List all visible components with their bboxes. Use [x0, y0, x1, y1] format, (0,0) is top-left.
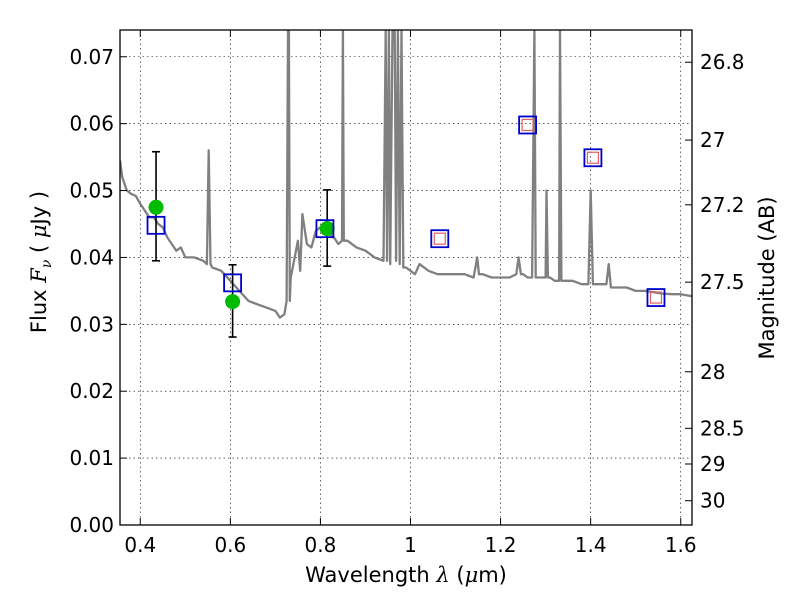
upper-limit-square	[586, 151, 600, 164]
y-axis-label-text: Flux	[27, 283, 51, 333]
y-axis-mu-symbol: μ	[27, 224, 51, 238]
x-tick-label: 1.2	[485, 533, 517, 557]
y-tick-label: 0.00	[69, 513, 114, 537]
x-axis-unit-open: (	[450, 563, 465, 587]
y-axis-F-symbol: F	[27, 267, 51, 284]
y-tick-label: 0.06	[69, 112, 114, 136]
right-tick-label: 27.2	[700, 193, 745, 217]
y-axis-label: Flux Fν ( μJy )	[27, 191, 55, 333]
model-flux-square	[146, 215, 166, 235]
x-tick-label: 1	[404, 533, 417, 557]
spectrum-line	[120, 30, 692, 319]
y-tick-label: 0.02	[69, 379, 114, 403]
model-flux-square	[518, 115, 538, 135]
x-axis-label-text: Wavelength	[305, 563, 436, 587]
right-tick-label: 26.8	[700, 50, 745, 74]
plot-data-area	[120, 30, 692, 338]
model-flux-square	[430, 229, 450, 249]
right-tick-label: 28.5	[700, 416, 745, 440]
x-tick-label: 0.4	[124, 533, 156, 557]
x-axis-unit-close: m)	[478, 563, 507, 587]
x-axis-label: Wavelength λ (μm)	[305, 563, 507, 587]
x-axis-ticks: 0.4 0.6 0.8 1 1.2 1.4 1.6	[124, 30, 697, 557]
upper-limit-square	[649, 291, 663, 304]
model-flux-square	[315, 219, 335, 239]
right-tick-label: 27.5	[700, 270, 745, 294]
model-flux-square	[223, 273, 242, 293]
right-tick-label: 30	[700, 489, 725, 513]
x-tick-label: 1.6	[665, 533, 697, 557]
y-axis-nu-subscript: ν	[39, 259, 55, 268]
right-axis-ticks: 26.8 27 27.2 27.5 28 28.5 29 30	[685, 50, 745, 513]
plot-frame	[119, 29, 693, 526]
right-tick-label: 29	[700, 452, 725, 476]
x-tick-label: 0.8	[305, 533, 337, 557]
x-axis-lambda-symbol: λ	[435, 563, 449, 587]
upper-limit-square	[521, 118, 534, 132]
y-axis-ticks: 0.00 0.01 0.02 0.03 0.04 0.05 0.06 0.07	[69, 45, 127, 537]
y-tick-label: 0.03	[69, 312, 114, 336]
upper-limit-square	[433, 232, 446, 245]
observed-flux-point	[225, 294, 241, 310]
model-flux-square	[583, 148, 603, 168]
right-tick-label: 28	[700, 360, 725, 384]
observed-flux-point	[319, 221, 335, 237]
x-axis-mu-symbol: μ	[465, 563, 479, 587]
y-tick-label: 0.04	[69, 245, 114, 269]
model-flux-square	[646, 288, 666, 307]
y-axis-unit-open: (	[27, 238, 51, 260]
right-tick-label: 27	[700, 128, 725, 152]
y-tick-label: 0.05	[69, 179, 114, 203]
x-tick-label: 1.4	[575, 533, 607, 557]
right-axis-label: Magnitude (AB)	[755, 196, 779, 359]
y-tick-label: 0.07	[69, 45, 114, 69]
y-axis-unit-close: Jy )	[27, 191, 51, 227]
observed-flux-point	[148, 199, 164, 215]
y-tick-label: 0.01	[69, 446, 114, 470]
x-tick-label: 0.6	[214, 533, 246, 557]
